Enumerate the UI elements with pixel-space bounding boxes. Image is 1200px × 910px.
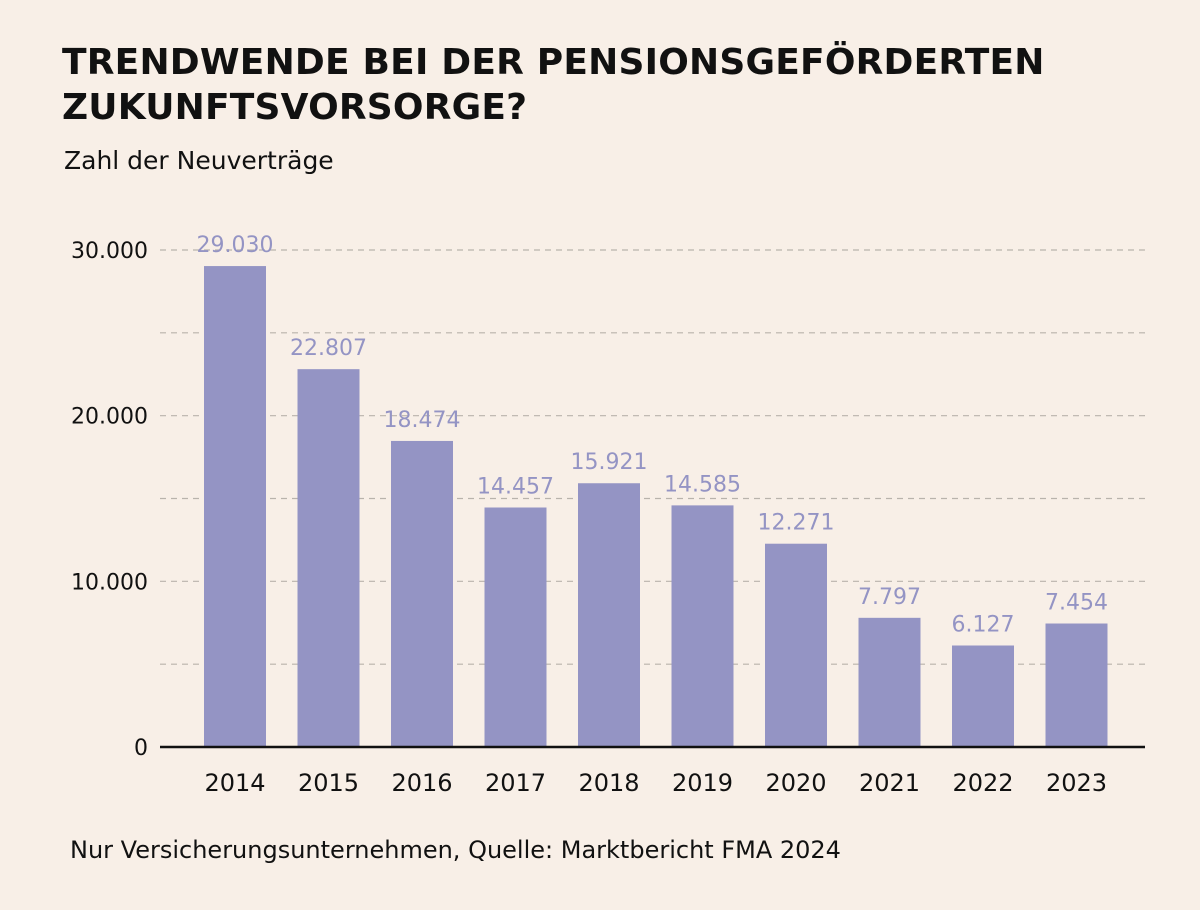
x-tick-label: 2016 [391,769,452,797]
value-label: 12.271 [758,511,835,536]
value-label: 14.457 [477,474,554,499]
bars [204,266,1108,747]
y-tick-label: 30.000 [71,239,148,264]
x-tick-label: 2014 [204,769,265,797]
y-axis-label: Zahl der Neuverträge [64,146,334,175]
value-label: 22.807 [290,336,367,361]
value-label: 29.030 [197,233,274,258]
value-label: 15.921 [571,450,648,475]
x-tick-label: 2022 [952,769,1013,797]
x-tick-label: 2015 [298,769,359,797]
x-tick-label: 2023 [1046,769,1107,797]
bar [1045,623,1108,747]
bar [578,483,640,747]
bar [765,543,827,747]
value-labels: 29.030 22.807 18.474 14.457 15.921 14.585 12.2… [197,233,1108,637]
x-axis-ticks: 2014 2015 2016 2017 2018 2019 2020 2021 2022 2023 [204,769,1107,797]
bar [297,369,360,747]
source-note: Nur Versicherungsunternehmen, Quelle: Ma… [70,836,841,864]
x-tick-label: 2020 [765,769,826,797]
bar [952,645,1014,747]
y-tick-label: 10.000 [71,570,148,595]
x-tick-label: 2021 [859,769,920,797]
y-tick-label: 0 [134,736,148,761]
x-tick-label: 2019 [672,769,733,797]
value-label: 7.454 [1045,591,1108,616]
value-label: 14.585 [664,472,741,497]
value-label: 7.797 [858,585,921,610]
x-tick-label: 2017 [485,769,546,797]
y-tick-label: 20.000 [71,405,148,430]
bar [204,266,266,747]
value-label: 18.474 [384,408,461,433]
y-axis-ticks: 0 10.000 20.000 30.000 [71,239,148,761]
value-label: 6.127 [952,612,1015,637]
bar [391,440,453,747]
bar [858,617,921,747]
bar [671,505,734,747]
chart-title: TRENDWENDE BEI DER PENSIONSGEFÖRDERTEN Z… [62,42,1045,128]
x-tick-label: 2018 [578,769,639,797]
bar [484,507,547,747]
